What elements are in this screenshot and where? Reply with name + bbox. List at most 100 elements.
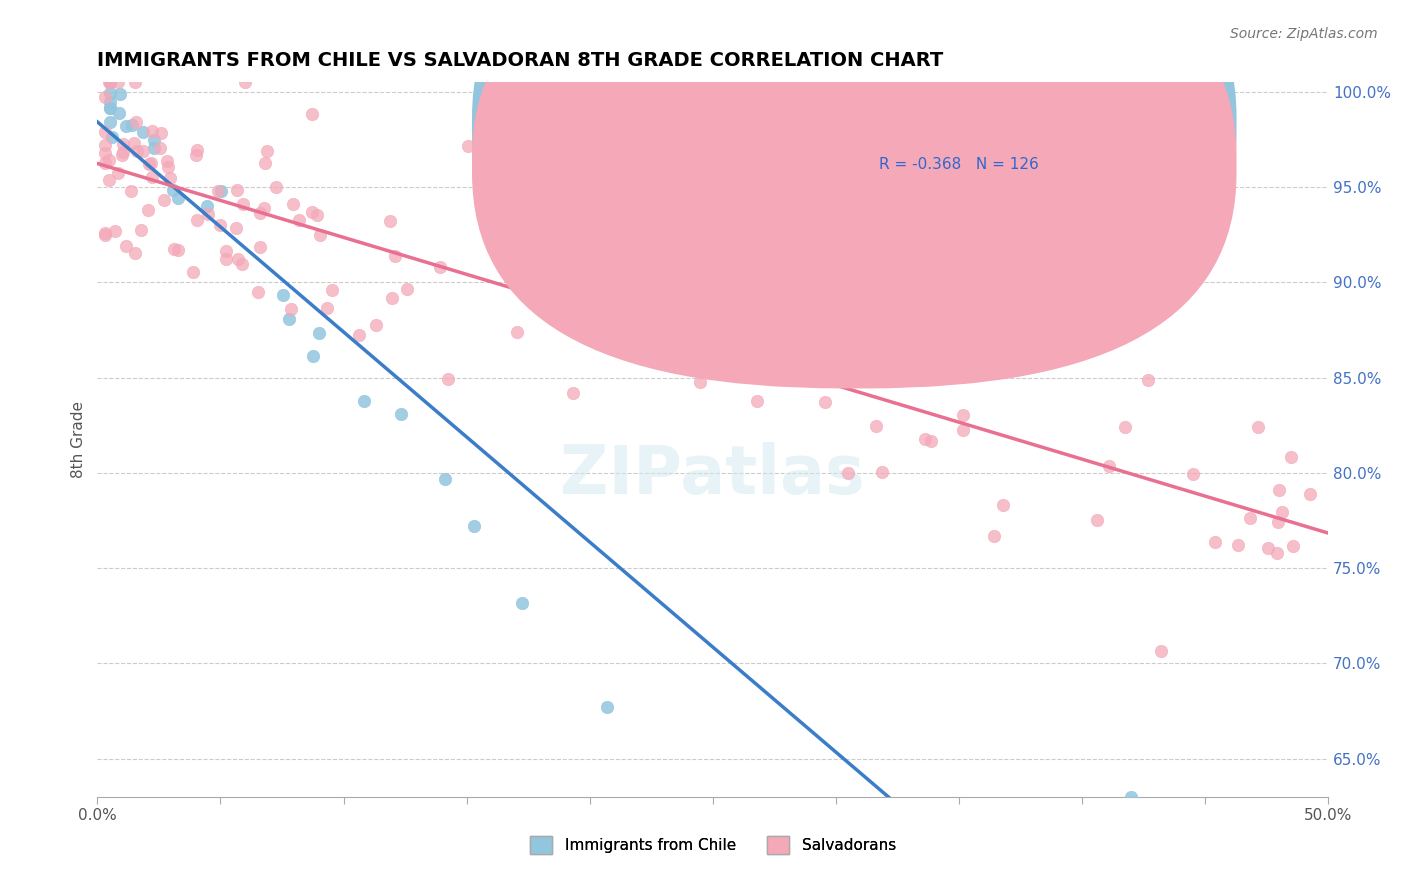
Point [837, 466, 859, 480]
Point [153, 193, 176, 207]
Point [186, 148, 208, 162]
Point [125, 144, 148, 158]
Point [865, 419, 887, 434]
Point [186, 212, 208, 227]
Text: Source: ZipAtlas.com: Source: ZipAtlas.com [1230, 27, 1378, 41]
Point [256, 144, 278, 158]
Point [111, 145, 134, 160]
Point [163, 242, 186, 256]
Point [433, 472, 456, 486]
Point [115, 120, 138, 134]
Point [689, 376, 711, 390]
Point [225, 221, 247, 235]
Point [1114, 420, 1136, 434]
Point [1299, 487, 1322, 501]
FancyBboxPatch shape [472, 0, 1236, 388]
Point [396, 282, 419, 296]
Point [111, 136, 134, 151]
Point [156, 153, 179, 168]
Point [129, 223, 152, 237]
Point [132, 125, 155, 139]
Point [699, 332, 721, 346]
Point [98, 101, 121, 115]
Point [305, 208, 328, 222]
Point [1271, 505, 1294, 519]
Point [502, 251, 524, 265]
Point [167, 191, 190, 205]
Point [302, 349, 325, 363]
Point [159, 170, 181, 185]
Point [704, 365, 727, 379]
Point [125, 115, 148, 129]
Point [207, 184, 229, 198]
Point [870, 465, 893, 479]
Point [108, 87, 131, 102]
Point [717, 318, 740, 333]
Point [301, 107, 323, 121]
Point [98, 86, 121, 100]
Point [1024, 301, 1046, 316]
Point [142, 133, 165, 147]
Point [288, 213, 311, 227]
Point [97, 173, 120, 187]
Point [997, 351, 1019, 365]
Point [429, 260, 451, 274]
Point [231, 256, 253, 270]
Point [1098, 458, 1121, 473]
Point [378, 213, 401, 227]
Point [366, 318, 388, 333]
Point [226, 183, 249, 197]
Point [353, 393, 375, 408]
Point [1282, 539, 1305, 553]
Point [991, 498, 1014, 512]
Point [309, 227, 332, 242]
Point [281, 196, 304, 211]
Point [122, 136, 145, 150]
Point [437, 372, 460, 386]
Point [114, 239, 136, 253]
Point [596, 700, 619, 714]
Point [186, 143, 208, 157]
Text: ZIPatlas: ZIPatlas [561, 442, 865, 508]
Point [104, 224, 127, 238]
Point [124, 246, 146, 260]
Point [1204, 535, 1226, 549]
Point [1085, 512, 1108, 526]
Point [138, 157, 160, 171]
Point [162, 184, 184, 198]
Point [1150, 644, 1173, 658]
Point [271, 288, 294, 302]
Point [534, 248, 557, 262]
Text: IMMIGRANTS FROM CHILE VS SALVADORAN 8TH GRADE CORRELATION CHART: IMMIGRANTS FROM CHILE VS SALVADORAN 8TH … [97, 51, 943, 70]
Point [457, 138, 479, 153]
Text: R = -0.800   N =  29: R = -0.800 N = 29 [879, 118, 1033, 133]
Point [1121, 789, 1143, 804]
Point [226, 252, 249, 266]
Point [124, 75, 146, 89]
Point [1279, 450, 1302, 464]
Point [94, 156, 117, 170]
Point [98, 101, 121, 115]
Point [93, 89, 115, 103]
Point [983, 529, 1005, 543]
Point [111, 148, 134, 162]
Point [381, 291, 404, 305]
Point [308, 326, 330, 340]
Point [183, 265, 205, 279]
Point [920, 434, 942, 448]
Point [209, 184, 232, 198]
FancyBboxPatch shape [472, 0, 1236, 349]
Point [107, 166, 129, 180]
Point [1136, 373, 1159, 387]
Point [121, 118, 143, 132]
Point [943, 310, 966, 324]
Point [98, 95, 121, 110]
Point [136, 203, 159, 218]
Point [98, 75, 121, 89]
Point [98, 115, 121, 129]
Point [98, 75, 121, 89]
Point [1267, 516, 1289, 530]
Point [1239, 510, 1261, 524]
Point [195, 199, 218, 213]
Point [209, 218, 232, 232]
